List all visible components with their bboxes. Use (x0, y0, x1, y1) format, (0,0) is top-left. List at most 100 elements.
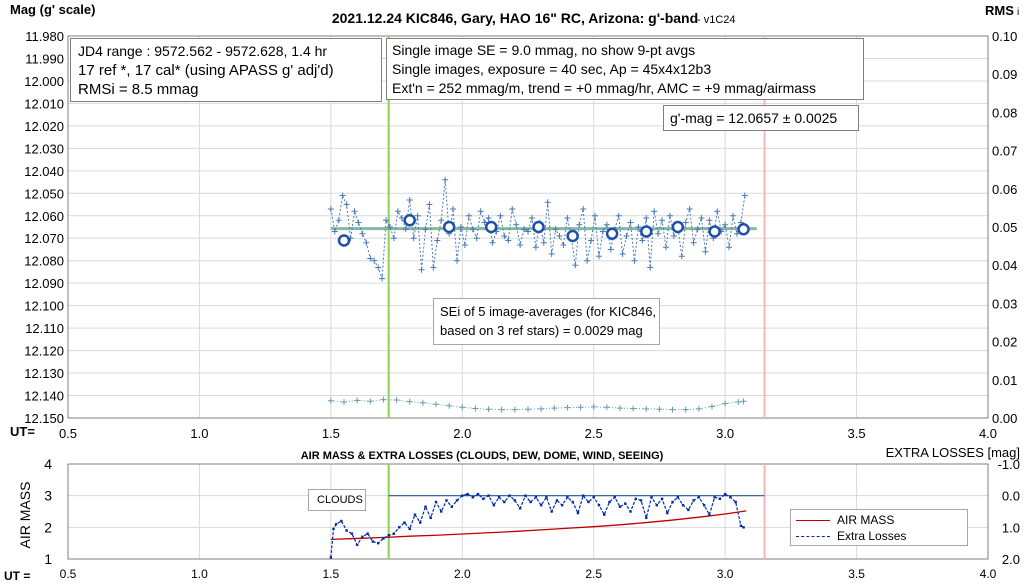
bottom-x-tick-label: 1.0 (191, 567, 208, 581)
single-image-point (457, 224, 464, 230)
rms-point (669, 406, 676, 413)
extra-losses-point (445, 499, 448, 502)
extra-losses-point (603, 513, 606, 516)
single-image-point (552, 226, 559, 233)
bottom-x-axis-title: UT = (4, 569, 30, 583)
bottom-x-tick-label: 3.5 (848, 567, 865, 581)
clouds-label: CLOUDS (317, 494, 363, 506)
air-mass-line (330, 510, 747, 541)
extra-losses-point (545, 496, 548, 499)
extra-losses-point (434, 500, 438, 504)
single-image-point (379, 275, 386, 282)
rms-point (590, 403, 597, 410)
single-image-point (572, 262, 579, 269)
info-box-exposure: Single image SE = 9.0 mmag, no show 9-pt… (386, 38, 864, 100)
bottom-y2-tick-label: 1.0 (1002, 520, 1020, 535)
bottom-x-tick-label: 4.0 (980, 567, 997, 581)
top-x-tick-label: 1.5 (322, 426, 340, 441)
rms-point (709, 403, 715, 410)
top-y-axis-title: Mag (g' scale) (10, 2, 95, 17)
single-image-point (548, 250, 555, 257)
extra-losses-point (729, 496, 732, 499)
single-image-point (623, 232, 630, 239)
single-image-point (678, 253, 685, 260)
extra-losses-point (450, 505, 453, 508)
single-image-point (387, 224, 393, 230)
single-image-point (690, 239, 697, 246)
single-image-point (544, 199, 551, 206)
extra-losses-point (497, 496, 501, 499)
bottom-y-axis-title: AIR MASS (17, 482, 33, 549)
single-image-point (564, 215, 571, 222)
extra-losses-point (718, 497, 722, 501)
single-image-point (402, 226, 409, 233)
extra-losses-point (403, 521, 406, 524)
legend-swatch-air-mass (796, 520, 830, 521)
bottom-x-tick-label: 0.5 (60, 567, 77, 581)
top-x-axis-title: UT= (10, 424, 35, 439)
top-y-tick-label: 12.050 (24, 186, 64, 201)
bottom-y-tick-label: 4 (44, 456, 52, 472)
legend-swatch-extra-losses (796, 536, 830, 537)
average-point (403, 214, 416, 227)
single-image-point (726, 244, 733, 251)
extra-losses-point (655, 503, 658, 507)
extra-losses-point (582, 494, 585, 497)
single-image-point (584, 257, 591, 264)
top-y-tick-label: 12.080 (24, 254, 64, 269)
single-image-point (627, 219, 634, 226)
extra-losses-point (597, 503, 601, 507)
single-image-point (465, 212, 472, 219)
extra-losses-point (566, 496, 569, 499)
top-y2-tick-label: 0.05 (992, 220, 1017, 235)
rms-point (433, 401, 439, 408)
rms-point (617, 405, 623, 412)
clouds-label-box: CLOUDS (308, 489, 366, 511)
extra-losses-point (608, 500, 611, 504)
rms-point (735, 398, 742, 405)
single-image-point (741, 192, 748, 199)
single-image-point (592, 212, 599, 219)
extra-losses-point (361, 535, 364, 539)
extra-losses-point (382, 537, 385, 540)
single-image-point (639, 237, 646, 244)
rms-point (419, 399, 426, 406)
extra-losses-point (487, 494, 490, 497)
extra-losses-point (524, 494, 527, 497)
single-image-point (643, 215, 650, 222)
rms-point (643, 405, 650, 412)
top-x-tick-label: 3.0 (716, 426, 734, 441)
single-image-point (733, 230, 740, 237)
extra-losses-point (539, 503, 543, 507)
extra-losses-point (334, 522, 338, 526)
single-image-point (670, 232, 677, 239)
rms-point (341, 398, 347, 405)
top-x-tick-label: 2.0 (453, 426, 471, 441)
top-y2-tick-label: 0.03 (992, 296, 1017, 311)
top-y-tick-label: 12.130 (24, 366, 64, 381)
top-y2-tick-label: 0.00 (992, 411, 1017, 426)
single-image-point (560, 241, 567, 248)
single-image-point (430, 264, 437, 271)
info-extinction-line: Ext'n = 252 mmag/m, trend = +0 mmag/hr, … (392, 80, 817, 96)
top-y-tick-label: 12.090 (24, 276, 64, 291)
single-image-point (603, 221, 610, 228)
single-image-point (509, 206, 516, 213)
single-image-point (477, 208, 484, 215)
top-y-tick-label: 12.060 (24, 209, 64, 224)
average-point (605, 227, 619, 240)
top-y-tick-label: 12.020 (24, 119, 64, 134)
single-image-point (556, 232, 563, 239)
single-image-point (722, 221, 729, 228)
single-image-point (588, 237, 595, 244)
single-image-point (663, 244, 669, 251)
extra-losses-point (687, 508, 690, 512)
single-image-point (442, 176, 449, 183)
single-image-point (394, 208, 401, 215)
info-exposure-line: Single images, exposure = 40 sec, Ap = 4… (392, 61, 712, 77)
single-image-point (371, 257, 378, 264)
top-x-tick-label: 4.0 (979, 426, 997, 441)
rms-point (740, 398, 747, 405)
average-point (484, 220, 498, 234)
extra-losses-point (440, 510, 443, 513)
